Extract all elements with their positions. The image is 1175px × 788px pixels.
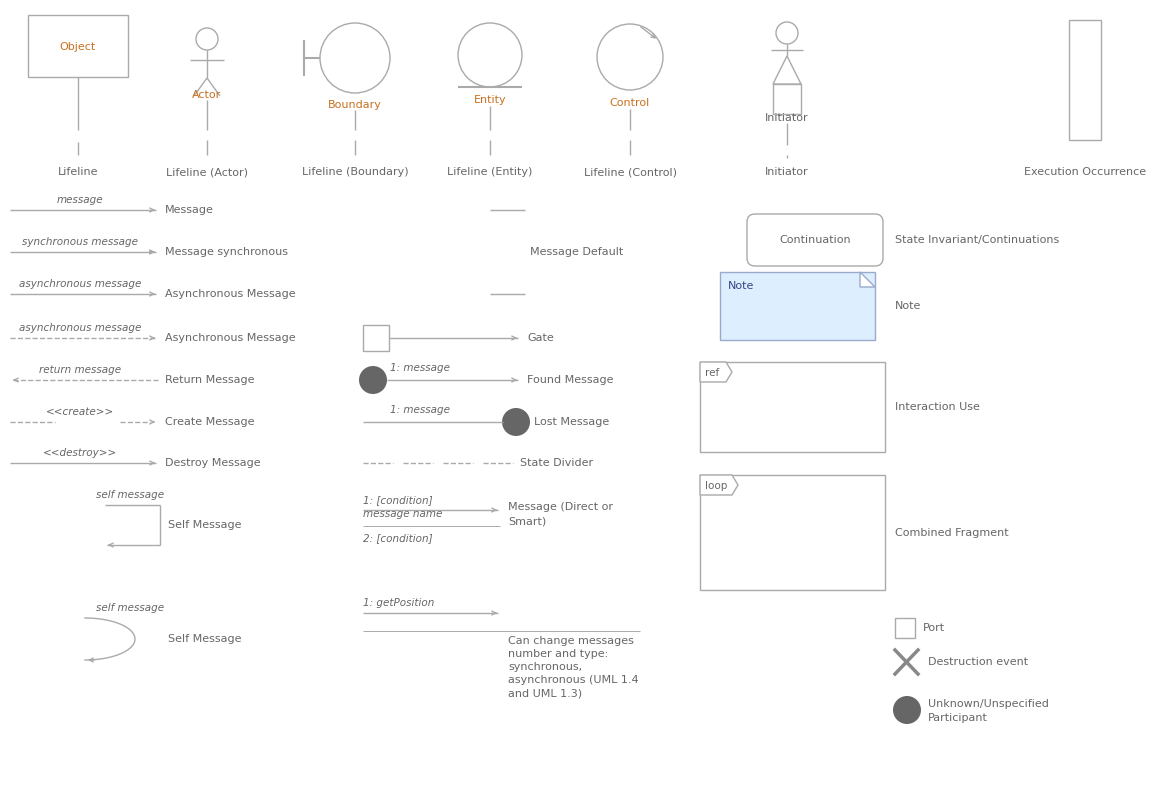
Text: Found Message: Found Message (528, 375, 613, 385)
Text: 1: message: 1: message (390, 363, 450, 373)
Text: Lifeline: Lifeline (58, 167, 99, 177)
Text: Control: Control (610, 98, 650, 108)
Text: Message (Direct or: Message (Direct or (508, 502, 613, 512)
Polygon shape (860, 272, 875, 287)
Text: Create Message: Create Message (165, 417, 255, 427)
Bar (700, 475, 885, 590)
Polygon shape (773, 56, 801, 84)
Circle shape (458, 23, 522, 87)
Bar (28, 15, 128, 77)
Text: Message: Message (165, 205, 214, 215)
Text: Asynchronous Message: Asynchronous Message (165, 333, 296, 343)
Text: Participant: Participant (928, 713, 988, 723)
Text: Note: Note (728, 281, 754, 291)
Text: Note: Note (895, 301, 921, 311)
Text: Entity: Entity (474, 95, 506, 105)
Text: Message synchronous: Message synchronous (165, 247, 288, 257)
Text: Lost Message: Lost Message (533, 417, 610, 427)
Circle shape (360, 366, 387, 394)
Circle shape (597, 24, 663, 90)
Bar (363, 325, 389, 351)
Circle shape (196, 28, 219, 50)
Text: Combined Fragment: Combined Fragment (895, 527, 1008, 537)
Text: Gate: Gate (528, 333, 553, 343)
Text: Object: Object (60, 42, 96, 52)
Text: asynchronous message: asynchronous message (19, 323, 141, 333)
Text: 1: message: 1: message (390, 405, 450, 415)
Text: Lifeline (Boundary): Lifeline (Boundary) (302, 167, 409, 177)
Circle shape (776, 22, 798, 44)
Polygon shape (700, 362, 732, 382)
Bar (720, 272, 875, 340)
Text: and UML 1.3): and UML 1.3) (508, 688, 582, 698)
Bar (895, 618, 915, 638)
Text: Can change messages: Can change messages (508, 636, 633, 646)
Text: Lifeline (Actor): Lifeline (Actor) (166, 167, 248, 177)
Bar (700, 362, 885, 452)
Text: Destroy Message: Destroy Message (165, 458, 261, 468)
Text: State Divider: State Divider (521, 458, 593, 468)
Text: Actor: Actor (193, 90, 222, 100)
Text: 2: [condition]: 2: [condition] (363, 533, 432, 543)
Text: message name: message name (363, 509, 442, 519)
Circle shape (320, 23, 390, 93)
Circle shape (502, 408, 530, 436)
Text: Message Default: Message Default (530, 247, 623, 257)
Text: number and type:: number and type: (508, 649, 609, 659)
Text: loop: loop (705, 481, 727, 491)
Text: Continuation: Continuation (779, 235, 851, 245)
Text: Interaction Use: Interaction Use (895, 402, 980, 412)
Text: Smart): Smart) (508, 516, 546, 526)
Text: ref: ref (705, 368, 719, 378)
FancyBboxPatch shape (747, 214, 882, 266)
Text: synchronous message: synchronous message (22, 237, 137, 247)
Text: message: message (56, 195, 103, 205)
Text: Self Message: Self Message (168, 634, 242, 644)
Text: self message: self message (96, 603, 164, 613)
Text: return message: return message (39, 365, 121, 375)
Text: Unknown/Unspecified: Unknown/Unspecified (928, 699, 1049, 709)
Text: Asynchronous Message: Asynchronous Message (165, 289, 296, 299)
Text: <<destroy>>: <<destroy>> (42, 448, 118, 458)
Text: Initiator: Initiator (765, 113, 808, 123)
Circle shape (893, 696, 921, 724)
Text: <<create>>: <<create>> (46, 407, 114, 417)
Text: Lifeline (Entity): Lifeline (Entity) (448, 167, 532, 177)
Text: Return Message: Return Message (165, 375, 255, 385)
Bar (773, 84, 801, 114)
Text: State Invariant/Continuations: State Invariant/Continuations (895, 235, 1059, 245)
Bar (1069, 20, 1101, 140)
Text: Boundary: Boundary (328, 100, 382, 110)
Text: Self Message: Self Message (168, 520, 242, 530)
Text: Port: Port (924, 623, 945, 633)
Text: asynchronous (UML 1.4: asynchronous (UML 1.4 (508, 675, 639, 685)
Text: Execution Occurrence: Execution Occurrence (1023, 167, 1146, 177)
Text: Destruction event: Destruction event (928, 657, 1028, 667)
Text: 1: [condition]: 1: [condition] (363, 495, 432, 505)
Text: self message: self message (96, 490, 164, 500)
Polygon shape (700, 475, 738, 495)
Text: asynchronous message: asynchronous message (19, 279, 141, 289)
Text: 1: getPosition: 1: getPosition (363, 598, 435, 608)
Text: synchronous,: synchronous, (508, 662, 582, 672)
Text: Lifeline (Control): Lifeline (Control) (584, 167, 677, 177)
Text: Initiator: Initiator (765, 167, 808, 177)
